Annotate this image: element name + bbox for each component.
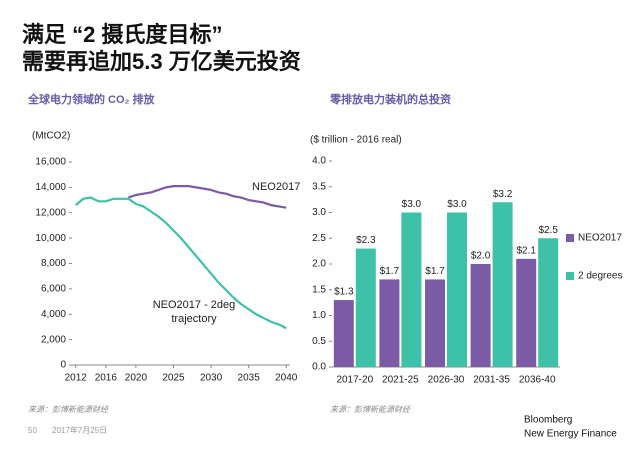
bar (333, 300, 354, 367)
bar (425, 279, 445, 367)
bar (470, 264, 491, 367)
page-number: 50 (28, 426, 37, 435)
series-label: NEO2017 - 2deg trajectory (152, 299, 236, 325)
value-label: $2.3 (356, 235, 376, 246)
chart-title: 零排放电力装机的总投资 (329, 92, 451, 106)
x-tick-label: 2035 (238, 373, 261, 384)
x-tick-label: 2031-35 (473, 375, 510, 386)
source-note: 来源：彭博新能源财经 (330, 405, 411, 414)
bar (379, 279, 400, 367)
y-tick-label: 4.0 (312, 156, 326, 167)
y-tick-label: 3.5 (312, 181, 326, 192)
y-tick-label: 0.0 (312, 362, 326, 373)
value-label: $2.0 (471, 251, 491, 262)
value-label: $1.3 (334, 287, 354, 298)
value-label: $3.0 (447, 199, 467, 210)
brand: New Energy Finance (524, 429, 617, 440)
y-tick-label: 1.0 (312, 310, 326, 321)
y-tick-label: 2,000 (41, 334, 66, 345)
legend-label: NEO2017 (578, 233, 622, 244)
bar (401, 212, 422, 367)
y-tick-label: 10,000 (35, 233, 66, 244)
y-tick-label: 0 (60, 360, 66, 371)
y-tick-label: 16,000 (35, 157, 66, 168)
y-axis-label: (MtCO2) (32, 131, 70, 142)
y-tick-label: 3.0 (312, 207, 326, 218)
x-tick-label: 2012 (65, 373, 88, 384)
chart-title: 全球电力领域的 CO₂ 排放 (27, 92, 155, 106)
y-tick-label: 1.5 (312, 284, 326, 295)
bar (538, 238, 559, 367)
y-tick-label: 8,000 (41, 258, 66, 269)
value-label: $2.1 (516, 245, 536, 256)
x-tick-label: 2040 (275, 373, 298, 384)
legend-label: 2 degrees (578, 271, 622, 282)
line-series (128, 185, 287, 209)
y-tick-label: 4,000 (41, 309, 66, 320)
value-label: $1.7 (380, 266, 400, 277)
source-note: 来源：彭博新能源财经 (28, 405, 109, 414)
y-tick-label: 2.0 (312, 259, 326, 270)
x-tick-label: 2030 (200, 373, 223, 384)
line-series (75, 196, 287, 330)
value-label: $3.0 (402, 199, 422, 210)
bar (355, 248, 376, 367)
legend-swatch (566, 234, 574, 242)
x-tick-label: 2025 (162, 373, 185, 384)
brand: Bloomberg (524, 415, 572, 426)
series-label: NEO2017 (252, 181, 300, 193)
value-label: $3.2 (493, 189, 513, 200)
date: 2017年7月25日 (52, 425, 107, 435)
x-tick-label: 2021-25 (382, 375, 419, 386)
y-tick-label: 0.5 (312, 336, 326, 347)
x-tick-label: 2017-20 (336, 375, 373, 386)
y-axis-label: ($ trillion - 2016 real) (310, 135, 402, 146)
value-label: $1.7 (425, 266, 445, 277)
bar (447, 212, 467, 367)
y-tick-label: 2.5 (312, 233, 326, 244)
value-label: $2.5 (538, 225, 558, 236)
bar (516, 258, 537, 367)
x-tick-label: 2016 (95, 373, 118, 384)
slide-title: 需要再追加5.3 万亿美元投资 (22, 49, 301, 74)
y-tick-label: 12,000 (35, 207, 66, 218)
x-tick-label: 2036-40 (519, 375, 556, 386)
y-tick-label: 14,000 (35, 182, 66, 193)
x-tick-label: 2026-30 (428, 375, 465, 386)
slide-title: 满足 “2 摄氏度目标” (22, 22, 222, 47)
y-tick-label: 6,000 (41, 284, 66, 295)
bar (492, 202, 513, 367)
x-tick-label: 2020 (125, 373, 148, 384)
legend-swatch (566, 272, 574, 280)
